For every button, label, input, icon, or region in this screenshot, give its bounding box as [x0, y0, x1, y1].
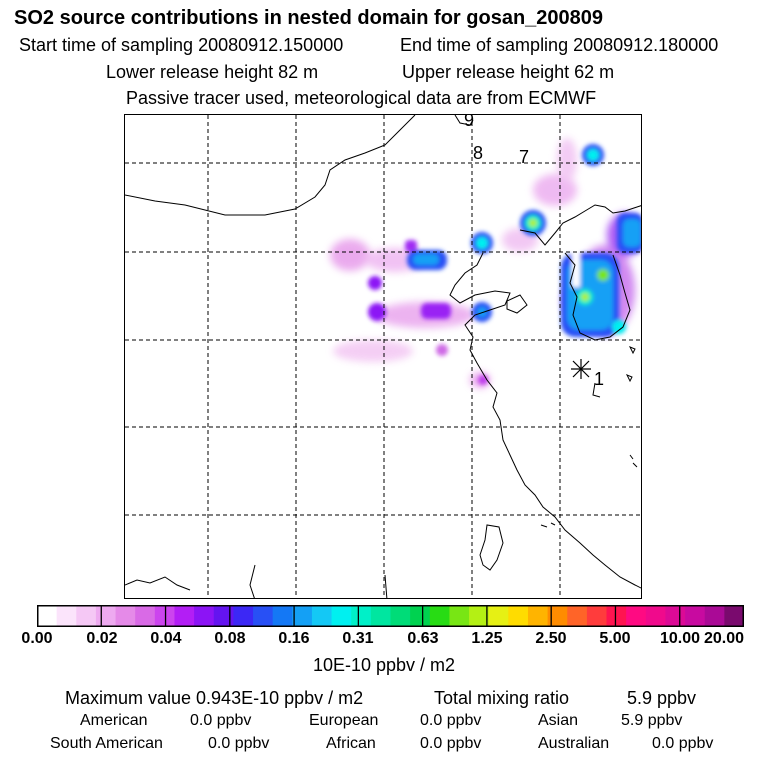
trajectory-label: 8 [473, 143, 484, 163]
colorbar-tick-label: 0.08 [214, 630, 246, 647]
total-mixing-ratio-value: 5.9 ppbv [627, 688, 697, 708]
region-name: African [326, 735, 376, 752]
colorbar-swatch [272, 605, 293, 627]
colorbar-swatch [547, 605, 568, 627]
colorbar-swatch [390, 605, 411, 627]
colorbar-swatch [665, 605, 686, 627]
graticule [125, 115, 641, 598]
region-name: Australian [538, 735, 610, 752]
map-canvas [125, 115, 641, 598]
colorbar-swatch [135, 605, 156, 627]
colorbar-swatch [37, 605, 58, 627]
region-value: 5.9 ppbv [621, 712, 683, 729]
colorbar-swatch [449, 605, 470, 627]
trajectory-label: 7 [519, 147, 530, 167]
colorbar-swatch [469, 605, 490, 627]
colorbar-tick-label: 0.00 [21, 630, 53, 647]
map-panel: 9 8 7 1 [124, 114, 642, 599]
page-title: SO2 source contributions in nested domai… [14, 7, 604, 29]
colorbar-swatch [488, 605, 509, 627]
colorbar-tick-label: 10.00 [659, 630, 701, 647]
colorbar [36, 605, 745, 627]
colorbar-tick-label: 5.00 [599, 630, 631, 647]
colorbar-tick-label: 2.50 [535, 630, 567, 647]
colorbar-swatch [724, 605, 745, 627]
colorbar-swatch [527, 605, 549, 627]
colorbar-swatch [331, 605, 352, 627]
colorbar-tick-label: 0.31 [342, 630, 374, 647]
colorbar-swatch [704, 605, 725, 627]
colorbar-swatch [213, 605, 234, 627]
region-value: 0.0 ppbv [190, 712, 252, 729]
region-name: South American [50, 735, 163, 752]
lower-release-height: Lower release height 82 m [106, 62, 319, 82]
colorbar-swatch [76, 605, 97, 627]
region-name: American [80, 712, 148, 729]
trajectory-label: 9 [464, 114, 475, 130]
colorbar-tick-label: 20.00 [703, 630, 745, 647]
total-mixing-ratio-label: Total mixing ratio [434, 688, 570, 708]
region-value: 0.0 ppbv [208, 735, 270, 752]
start-time: Start time of sampling 20080912.150000 [19, 35, 344, 55]
region-value: 0.0 ppbv [652, 735, 714, 752]
colorbar-swatch [311, 605, 333, 627]
colorbar-swatch [174, 605, 195, 627]
colorbar-swatch [292, 605, 313, 627]
end-time: End time of sampling 20080912.180000 [400, 35, 719, 55]
colorbar-tick-label: 0.02 [86, 630, 118, 647]
colorbar-border [37, 605, 744, 627]
colorbar-swatch [685, 605, 706, 627]
asterisk-icon [571, 359, 591, 379]
colorbar-swatch [194, 605, 215, 627]
region-value: 0.0 ppbv [420, 735, 482, 752]
colorbar-swatch [95, 605, 117, 627]
trajectory-label: 1 [594, 369, 605, 389]
region-name: European [309, 712, 379, 729]
colorbar-swatch [56, 605, 77, 627]
colorbar-swatch [253, 605, 274, 627]
colorbar-swatch [233, 605, 254, 627]
colorbar-swatch [351, 605, 372, 627]
colorbar-swatch [626, 605, 647, 627]
upper-release-height: Upper release height 62 m [402, 62, 615, 82]
colorbar-swatch [586, 605, 608, 627]
colorbar-swatch [508, 605, 529, 627]
colorbar-unit: 10E-10 ppbv / m2 [312, 655, 456, 675]
colorbar-tick-label: 0.63 [407, 630, 439, 647]
region-name: Asian [538, 712, 579, 729]
colorbar-swatch [567, 605, 588, 627]
maximum-value: Maximum value 0.943E-10 ppbv / m2 [65, 688, 364, 708]
colorbar-tick-label: 0.04 [150, 630, 182, 647]
region-value: 0.0 ppbv [420, 712, 482, 729]
colorbar-swatch [645, 605, 667, 627]
colorbar-swatch [370, 605, 392, 627]
colorbar-swatch [410, 605, 431, 627]
colorbar-tick-label: 0.16 [278, 630, 310, 647]
colorbar-swatch [115, 605, 136, 627]
colorbar-swatch [429, 605, 451, 627]
colorbar-tick-label: 1.25 [471, 630, 503, 647]
colorbar-swatch [606, 605, 627, 627]
tracer-note: Passive tracer used, meteorological data… [126, 88, 597, 108]
concentration-field [330, 138, 641, 388]
colorbar-svg [36, 605, 745, 627]
